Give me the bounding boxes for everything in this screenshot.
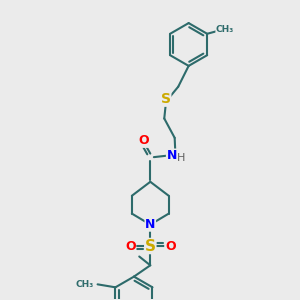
Text: N: N [145, 218, 155, 231]
Text: CH₃: CH₃ [216, 25, 234, 34]
Text: H: H [176, 153, 185, 163]
Text: O: O [138, 134, 149, 147]
Text: S: S [161, 92, 171, 106]
Text: O: O [165, 239, 175, 253]
Text: CH₃: CH₃ [76, 280, 94, 289]
Text: N: N [167, 149, 177, 162]
Text: O: O [125, 239, 136, 253]
Text: S: S [145, 238, 156, 253]
